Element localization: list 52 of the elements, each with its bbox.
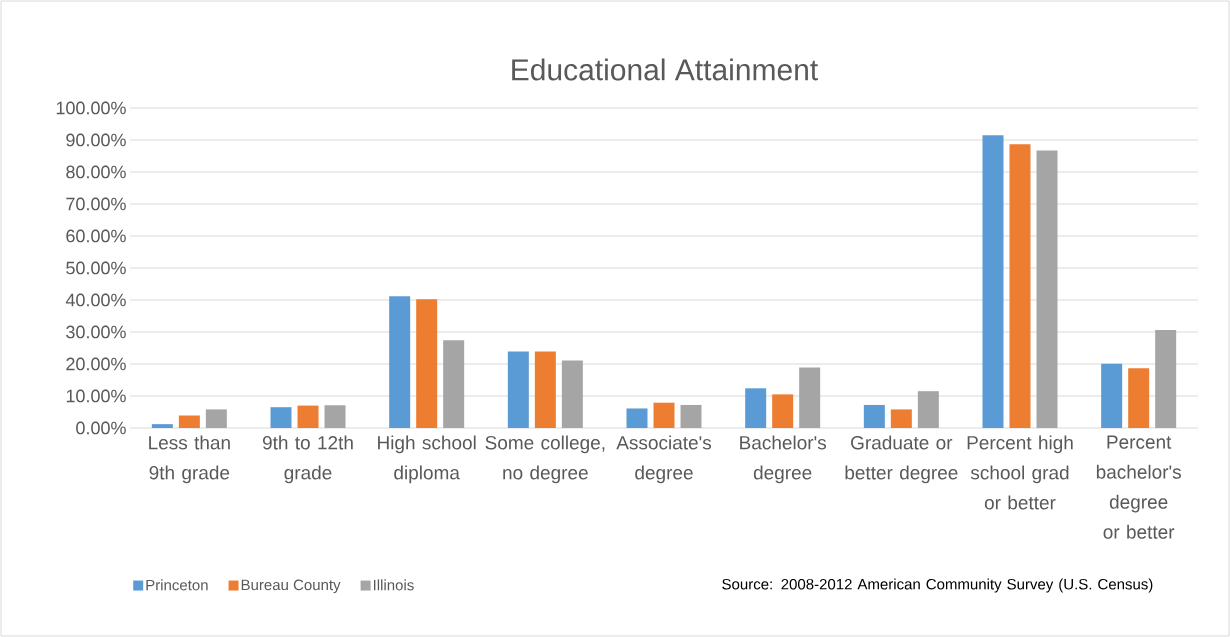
y-tick-label: 20.00% xyxy=(66,357,126,371)
bar xyxy=(389,296,411,428)
y-tick-label: 10.00% xyxy=(66,389,126,403)
bar xyxy=(745,388,767,428)
x-tick-label: Bachelor's degree xyxy=(740,435,827,484)
y-tick-label: 90.00% xyxy=(66,133,126,147)
bar xyxy=(680,404,702,428)
y-tick-label: 70.00% xyxy=(66,197,126,211)
bar xyxy=(1036,150,1058,428)
y-tick-label: 30.00% xyxy=(66,325,126,339)
bar xyxy=(917,391,939,428)
x-tick-label: Graduate or better degree xyxy=(845,435,958,484)
bar xyxy=(1128,368,1150,428)
bar xyxy=(626,408,648,428)
x-tick-label: High school diploma xyxy=(378,435,476,484)
y-tick-label: 0.00% xyxy=(76,421,126,435)
x-tick-label: Percent bachelor's degree or better xyxy=(1096,435,1181,539)
bar xyxy=(443,340,465,428)
bar xyxy=(178,415,200,428)
legend-label: Bureau County xyxy=(241,579,341,594)
bar xyxy=(507,351,529,428)
chart-title: Educational Attainment xyxy=(512,58,818,81)
bar xyxy=(890,409,912,428)
legend-label: Illinois xyxy=(373,579,414,591)
x-tick-label: Percent high school grad or better xyxy=(967,435,1073,510)
y-tick-label: 80.00% xyxy=(66,165,126,179)
y-tick-label: 50.00% xyxy=(66,261,126,275)
bar xyxy=(1009,144,1031,428)
bar xyxy=(772,394,794,428)
bar xyxy=(324,405,346,428)
legend-label: Princeton xyxy=(146,579,208,591)
y-tick-label: 60.00% xyxy=(66,229,126,243)
x-tick-label: Less than 9th grade xyxy=(149,435,230,484)
y-tick-label: 40.00% xyxy=(65,293,126,307)
y-tick-label: 100.00% xyxy=(56,101,126,115)
bar xyxy=(297,405,319,428)
x-tick-label: Associate's degree xyxy=(616,435,712,484)
bar xyxy=(534,351,556,428)
bar xyxy=(205,409,227,428)
x-tick-label: 9th to 12th grade xyxy=(262,435,353,484)
source-note: Source: 2008-2012 American Community Survey (U.S. Census) xyxy=(722,578,1153,593)
bar xyxy=(270,407,292,428)
bar xyxy=(863,404,885,428)
bar xyxy=(1155,330,1177,428)
bar xyxy=(561,360,583,428)
bar xyxy=(653,402,675,428)
bar xyxy=(416,299,438,428)
bar xyxy=(982,135,1004,428)
x-tick-label: Some college, no degree xyxy=(485,435,605,484)
bar xyxy=(1101,363,1123,428)
bar xyxy=(151,424,173,428)
bar xyxy=(799,367,821,428)
